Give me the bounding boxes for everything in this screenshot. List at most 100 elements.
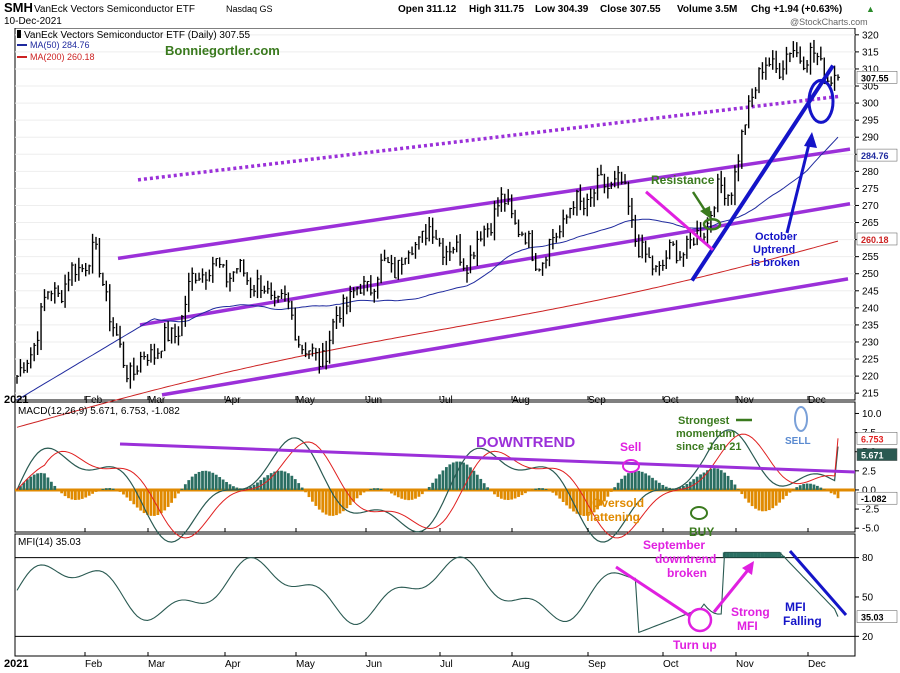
ma50-tag-bg	[856, 148, 898, 162]
macd-histogram-bar	[706, 470, 709, 490]
macd-histogram-bar	[503, 489, 507, 500]
macd-histogram-bar	[651, 477, 654, 490]
macd-histogram-bar	[627, 473, 630, 490]
macd-histogram-bar	[572, 489, 575, 512]
macd-histogram-bar	[207, 471, 211, 490]
macd-downtrend-line	[119, 442, 856, 474]
mfi-tick-label: 80	[862, 553, 874, 564]
mfi-overbought-fill	[781, 555, 785, 558]
resistance-circle	[702, 217, 722, 231]
macd-histogram-bar	[46, 477, 50, 490]
macd-histogram-bar	[19, 486, 22, 490]
macd-histogram-bar	[39, 472, 43, 490]
macd-histogram-bar	[29, 476, 33, 490]
macd-histogram-bar	[747, 489, 751, 503]
macd-histogram-bar	[771, 489, 775, 509]
macd-histogram-bar	[438, 474, 441, 490]
macd-histogram-bar	[482, 483, 486, 490]
september-label-1: September	[643, 538, 705, 552]
price-tick-label: 300	[862, 99, 879, 110]
macd-sell-circle-2	[794, 406, 808, 432]
macd-histogram-bar	[644, 473, 648, 490]
macd-histogram-bar	[67, 489, 70, 499]
macd-histogram-bar	[548, 489, 551, 491]
macd-histogram-bar	[232, 486, 235, 490]
uptrend-arrow-shaft	[785, 139, 812, 234]
macd-histogram-bar	[685, 484, 689, 490]
mfi-falling-label-1: MFI	[785, 600, 806, 614]
macd-histogram-bar	[764, 489, 768, 512]
mfi-falling-line	[788, 550, 848, 616]
price-tick-label: 250	[862, 269, 879, 280]
macd-histogram-bar	[743, 489, 747, 499]
macd-histogram-bar	[664, 486, 668, 490]
macd-histogram-bar	[362, 489, 366, 493]
price-tick-label: 240	[862, 303, 879, 314]
price-legend-title: VanEck Vectors Semiconductor ETF (Daily)…	[24, 30, 250, 41]
macd-histogram-bar	[372, 488, 376, 490]
macd-histogram-bar	[603, 489, 606, 502]
macd-histogram-bar	[156, 489, 160, 516]
macd-histogram-bar	[657, 482, 661, 490]
macd-histogram-bar	[537, 488, 541, 490]
macd-histogram-bar	[688, 481, 692, 490]
middle-channel-line	[139, 202, 851, 327]
macd-buy-circle	[690, 506, 708, 520]
macd-histogram-bar	[410, 489, 414, 500]
macd-histogram-bar	[736, 489, 740, 490]
macd-histogram-bar	[599, 489, 603, 506]
x-year-label: 2021	[4, 394, 28, 406]
macd-histogram-bar	[444, 467, 448, 490]
macd-histogram-bar	[640, 471, 644, 490]
macd-histogram-bar	[754, 489, 757, 509]
macd-histogram-bar	[273, 471, 277, 490]
price-tick-label: 275	[862, 184, 879, 195]
macd-histogram-bar	[335, 489, 338, 516]
x-month-label: Apr	[225, 395, 241, 406]
macd-histogram-bar	[104, 488, 108, 490]
price-tick-label: 305	[862, 82, 879, 93]
macd-histogram-bar	[712, 468, 716, 490]
macd-histogram-bar	[49, 481, 53, 490]
ma200-line	[16, 240, 839, 428]
macd-histogram-bar	[458, 461, 462, 490]
site-watermark: Bonniegortler.com	[165, 43, 280, 58]
price-tick-label: 280	[862, 167, 879, 178]
macd-histogram-bar	[812, 484, 816, 490]
macd-histogram-bar	[682, 485, 685, 490]
macd-histogram-bar	[297, 483, 301, 490]
macd-histogram-bar	[359, 489, 362, 496]
macd-histogram-bar	[616, 482, 620, 490]
macd-histogram-bar	[290, 475, 294, 490]
macd-tick-label: 10.0	[862, 409, 882, 420]
chart-date: 10-Dec-2021	[4, 16, 62, 27]
macd-histogram-bar	[575, 489, 579, 514]
macd-histogram-bar	[317, 489, 321, 510]
macd-histogram-bar	[527, 489, 531, 492]
macd-histogram-bar	[630, 471, 634, 490]
watermark: @StockCharts.com	[790, 17, 868, 27]
macd-histogram-bar	[558, 489, 562, 499]
mfi-overbought-fill	[726, 552, 730, 558]
macd-histogram-bar	[805, 483, 809, 490]
x-month-label: Jul	[440, 395, 453, 406]
macd-histogram-bar	[819, 487, 823, 490]
macd-histogram-bar	[135, 489, 139, 508]
mfi-tick-label: 20	[862, 632, 874, 643]
macd-histogram-bar	[194, 473, 198, 490]
macd-histogram-bar	[159, 489, 163, 514]
axes: 3203153103053002952902852802752702652602…	[4, 30, 898, 670]
price-tick-label: 320	[862, 30, 879, 41]
mfi-overbought-fill	[777, 552, 782, 558]
mfi-overbought-fill	[774, 552, 778, 558]
ma200-legend: MA(200) 260.18	[30, 52, 95, 62]
macd-sell-circle	[622, 459, 640, 473]
macd-histogram-bar	[833, 489, 836, 495]
macd-histogram-bar	[592, 489, 596, 513]
macd-histogram-bar	[582, 489, 586, 516]
mfi-panel	[15, 550, 855, 637]
mfi-turnup-circle	[687, 607, 713, 633]
price-tick-label: 215	[862, 389, 879, 400]
x-month-label: May	[296, 395, 315, 406]
macd-histogram-bar	[475, 474, 479, 490]
